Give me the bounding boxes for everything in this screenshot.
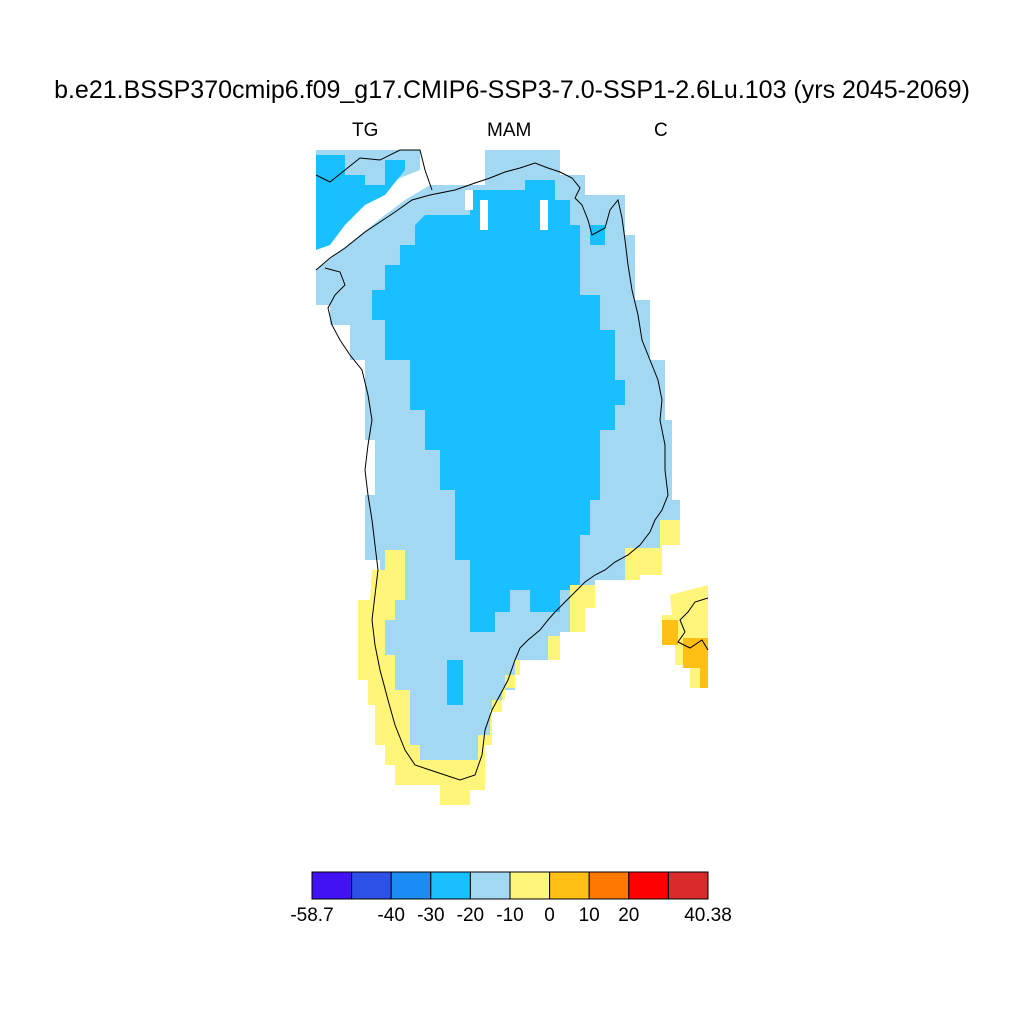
field-iceland-orange-2 xyxy=(683,638,708,688)
field-notch-2 xyxy=(480,200,488,230)
field-yellow-south xyxy=(358,550,560,805)
field-gap-north xyxy=(316,170,430,270)
coastline-iceland xyxy=(677,597,709,651)
colorbar-swatch xyxy=(588,871,630,900)
colorbar-swatch xyxy=(351,871,392,900)
colorbar-tick-label: -20 xyxy=(456,905,485,926)
colorbar-swatch xyxy=(549,871,590,900)
colorbar-swatch xyxy=(628,871,669,900)
plot-title: b.e21.BSSP370cmip6.f09_g17.CMIP6-SSP3-7.… xyxy=(54,76,970,104)
field-yellow-east xyxy=(625,520,680,580)
colorbar-tick-label: -30 xyxy=(417,905,445,926)
field-notch-1 xyxy=(465,190,473,210)
variable-label: TG xyxy=(352,120,379,141)
units-label: C xyxy=(654,120,668,141)
colorbar-swatch xyxy=(390,871,432,900)
field-medium-blue-s xyxy=(447,660,463,705)
field-medium-blue xyxy=(372,180,625,632)
colorbar-tick-label: -40 xyxy=(377,905,405,926)
coastline-north xyxy=(315,149,433,191)
field-medium-blue-nw xyxy=(316,155,405,250)
colorbar-tick-label: 40.38 xyxy=(684,905,732,926)
colorbar-swatch xyxy=(430,871,471,900)
colorbar-tick-label: -58.7 xyxy=(290,905,334,926)
colorbar-swatch xyxy=(311,871,353,900)
season-label: MAM xyxy=(487,120,532,141)
colorbar-tick-label: 20 xyxy=(618,905,640,926)
colorbar-swatch xyxy=(469,871,511,900)
field-iceland-orange xyxy=(662,620,678,645)
coastline xyxy=(315,162,669,781)
colorbar-tick-label: 10 xyxy=(578,905,600,926)
colorbar-tick-label: -10 xyxy=(496,905,524,926)
field-notch-3 xyxy=(540,200,548,230)
colorbar-swatch xyxy=(509,871,551,900)
colorbar xyxy=(311,871,709,900)
field-yellow-se xyxy=(570,585,595,632)
colorbar-swatch xyxy=(667,871,709,900)
colorbar-tick-label: 0 xyxy=(544,905,555,926)
